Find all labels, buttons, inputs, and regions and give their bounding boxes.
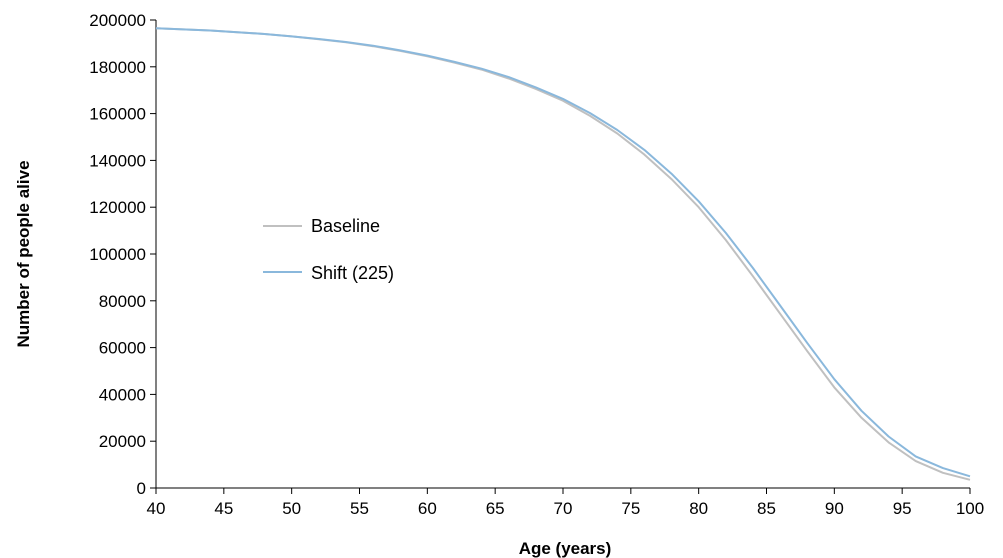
x-axis-title: Age (years) [519, 539, 612, 558]
y-tick-label: 180000 [89, 58, 146, 77]
legend: Baseline Shift (225) [263, 216, 394, 283]
y-tick-label: 140000 [89, 151, 146, 170]
y-tick-label: 20000 [99, 432, 146, 451]
x-tick-label: 50 [282, 499, 301, 518]
x-ticks: 40 45 50 55 60 65 70 75 80 85 90 95 100 [147, 488, 984, 518]
y-tick-label: 40000 [99, 385, 146, 404]
y-axis: 0 20000 40000 60000 80000 100000 120000 140000 1… [89, 11, 157, 498]
legend-label-baseline: Baseline [311, 216, 380, 236]
y-tick-label: 200000 [89, 11, 146, 30]
series-layer [155, 27, 971, 481]
x-tick-label: 75 [621, 499, 640, 518]
legend-entry-shift: Shift (225) [263, 263, 394, 283]
x-tick-label: 65 [486, 499, 505, 518]
y-ticks: 0 20000 40000 60000 80000 100000 120000 140000 1… [89, 11, 156, 498]
y-tick-label: 60000 [99, 339, 146, 358]
y-tick-label: 160000 [89, 105, 146, 124]
y-tick-label: 100000 [89, 245, 146, 264]
y-tick-label: 0 [137, 479, 146, 498]
x-tick-label: 95 [893, 499, 912, 518]
shift-225-line [155, 27, 971, 478]
x-tick-label: 85 [757, 499, 776, 518]
y-tick-label: 80000 [99, 292, 146, 311]
x-tick-label: 80 [689, 499, 708, 518]
y-tick-label: 120000 [89, 198, 146, 217]
legend-entry-baseline: Baseline [263, 216, 380, 236]
baseline-line [155, 27, 971, 481]
x-axis: 40 45 50 55 60 65 70 75 80 85 90 95 100 [147, 487, 984, 518]
legend-label-shift: Shift (225) [311, 263, 394, 283]
x-tick-label: 40 [147, 499, 166, 518]
x-tick-label: 90 [825, 499, 844, 518]
x-tick-label: 60 [418, 499, 437, 518]
x-tick-label: 55 [350, 499, 369, 518]
x-tick-label: 100 [956, 499, 984, 518]
x-tick-label: 70 [554, 499, 573, 518]
y-axis-title: Number of people alive [14, 160, 33, 347]
x-tick-label: 45 [214, 499, 233, 518]
